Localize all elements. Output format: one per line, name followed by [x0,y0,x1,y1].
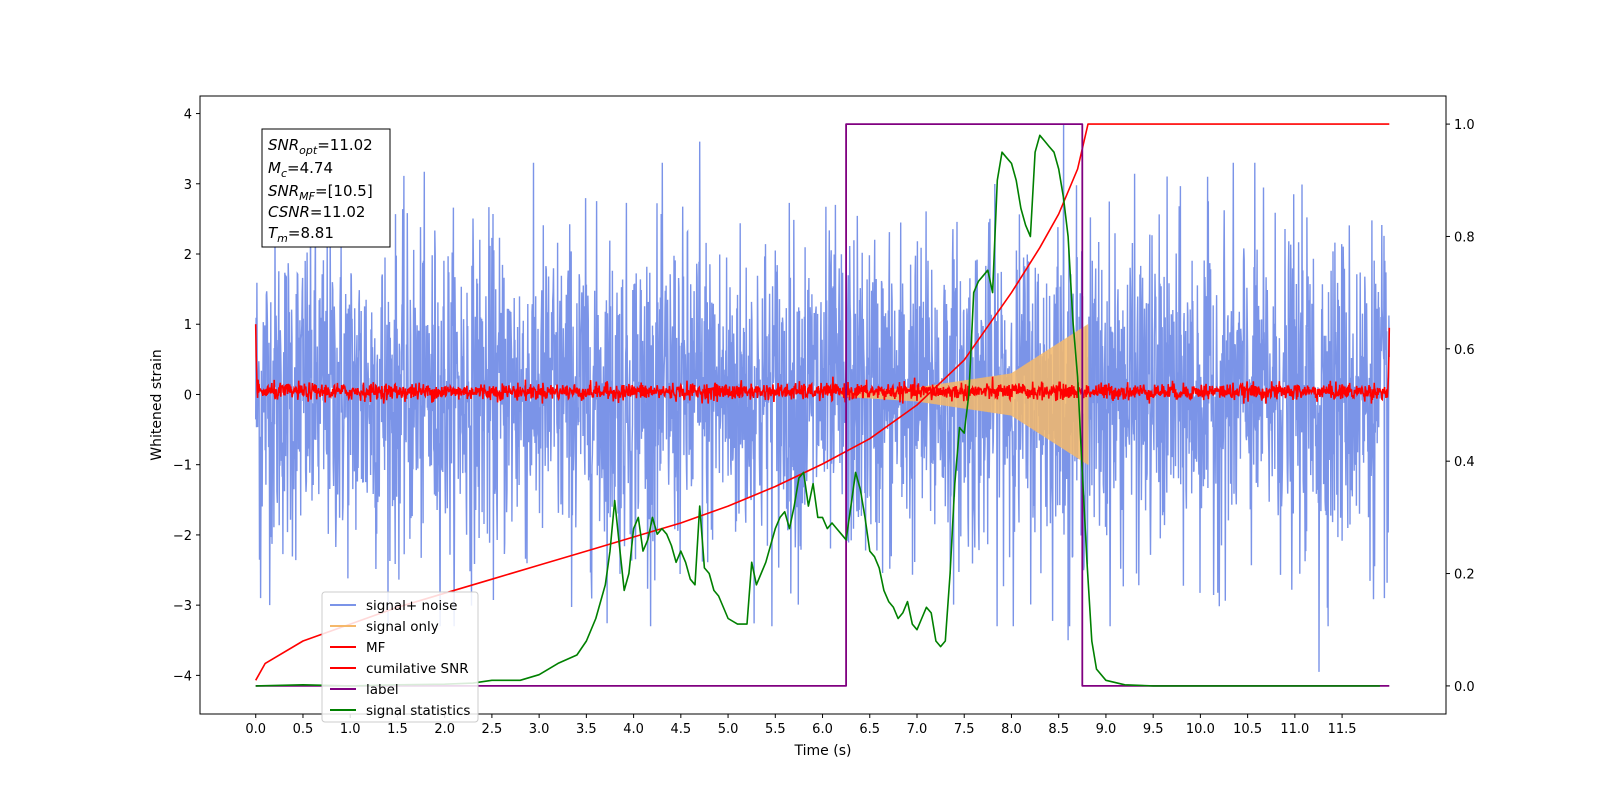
legend-label: signal+ noise [366,598,457,614]
x-tick-label: 9.0 [1096,722,1117,737]
x-tick-label: 0.0 [245,722,266,737]
x-tick-label: 0.5 [293,722,314,737]
x-tick-label: 10.5 [1233,722,1262,737]
series-signal-statistics [255,134,1380,687]
legend-label: signal only [366,619,439,635]
x-tick-label: 3.5 [576,722,597,737]
y-right-tick-label: 0.4 [1454,455,1475,470]
y-right-tick-label: 1.0 [1454,118,1475,133]
y-tick-label: 0 [184,388,192,403]
legend-label: signal statistics [366,703,470,719]
legend: signal+ noise signal only MF cumilative SNR… [321,591,479,723]
legend-label: label [366,682,399,698]
x-tick-label: 6.0 [812,722,833,737]
y-tick-label: 3 [184,178,192,193]
series-mf [254,324,1391,404]
y-tick-label: −1 [173,459,192,474]
y-axis-title: Whitened strain [149,349,165,460]
x-tick-label: 11.0 [1280,722,1309,737]
y-right-tick-label: 0.6 [1454,343,1475,358]
info-snr-mf: SNRMF=[10.5] [268,182,373,203]
info-csnr: CSNR=11.02 [268,203,365,221]
x-tick-label: 7.5 [954,722,975,737]
x-tick-label: 3.0 [529,722,550,737]
y-tick-label: 4 [184,108,192,123]
y-tick-label: 2 [184,248,192,263]
legend-label: cumilative SNR [366,661,469,677]
x-tick-label: 8.0 [1001,722,1022,737]
info-mc: Mc=4.74 [268,159,333,180]
x-tick-label: 8.5 [1048,722,1069,737]
x-tick-label: 5.0 [718,722,739,737]
y-right-tick-label: 0.8 [1454,230,1475,245]
x-tick-label: 4.0 [623,722,644,737]
x-tick-label: 1.5 [387,722,408,737]
y-right-tick-label: 0.2 [1454,568,1475,583]
y-tick-label: 1 [184,318,192,333]
x-tick-label: 6.5 [859,722,880,737]
y-tick-label: −3 [173,599,192,614]
x-tick-label: 1.0 [340,722,361,737]
series-signal-only [840,324,1089,465]
x-tick-label: 5.5 [765,722,786,737]
x-tick-label: 10.0 [1186,722,1215,737]
info-box-frame [261,128,391,248]
info-tm: Tm=8.81 [268,224,334,245]
legend-frame [321,591,479,723]
x-tick-label: 7.0 [907,722,928,737]
x-tick-label: 2.5 [482,722,503,737]
y-tick-label: −4 [173,669,192,684]
info-snr-opt: SNRopt=11.02 [268,136,373,157]
x-tick-label: 2.0 [434,722,455,737]
info-box: SNRopt=11.02 Mc=4.74 SNRMF=[10.5] CSNR=1… [261,128,391,248]
x-tick-label: 4.5 [670,722,691,737]
y-right-tick-label: 0.0 [1454,680,1475,695]
legend-label: MF [366,640,385,656]
y-tick-label: −2 [173,529,192,544]
x-tick-label: 9.5 [1143,722,1164,737]
x-axis-title: Time (s) [794,743,852,759]
x-tick-label: 11.5 [1328,722,1357,737]
